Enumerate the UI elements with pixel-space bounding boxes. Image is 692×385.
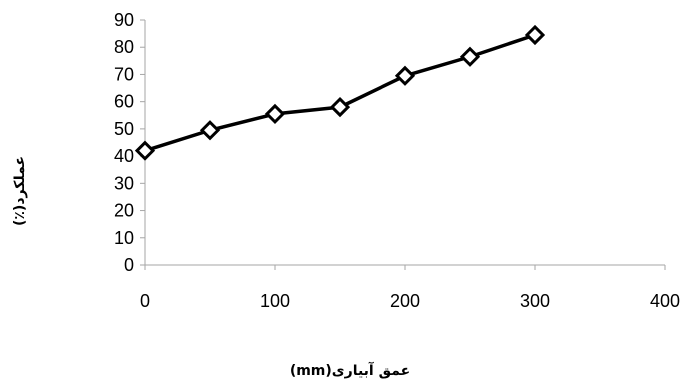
x-tick-label: 400 (650, 291, 680, 311)
x-axis-ticks (144, 265, 666, 270)
y-tick-label: 10 (114, 228, 134, 248)
y-tick-label: 80 (114, 37, 134, 57)
y-tick-label: 60 (114, 92, 134, 112)
y-axis-label: عملکرد(٪) (12, 156, 28, 226)
data-point-marker (329, 96, 351, 118)
y-tick-label: 90 (114, 10, 134, 30)
x-tick-label: 300 (520, 291, 550, 311)
data-point-marker (524, 24, 546, 46)
x-axis-label: عمق آبیاری(mm) (290, 361, 410, 379)
y-tick-label: 50 (114, 119, 134, 139)
data-point-marker (394, 65, 416, 86)
x-tick-label: 100 (260, 291, 290, 311)
y-tick-label: 70 (114, 64, 134, 84)
x-tick-label: 200 (390, 291, 420, 311)
y-tick-label: 40 (114, 146, 134, 166)
data-point-marker (264, 103, 286, 125)
data-point-marker (134, 140, 156, 161)
data-point-marker (459, 46, 481, 67)
data-point-marker (199, 120, 221, 141)
x-tick-labels: 0 100 200 300 400 (140, 291, 680, 311)
y-tick-label: 30 (114, 173, 134, 193)
x-tick-label: 0 (140, 291, 150, 311)
y-tick-label: 20 (114, 201, 134, 221)
series-markers (134, 24, 546, 161)
y-tick-label: 0 (124, 255, 134, 275)
y-tick-labels: 0 10 20 30 40 50 60 70 80 90 (114, 10, 134, 275)
